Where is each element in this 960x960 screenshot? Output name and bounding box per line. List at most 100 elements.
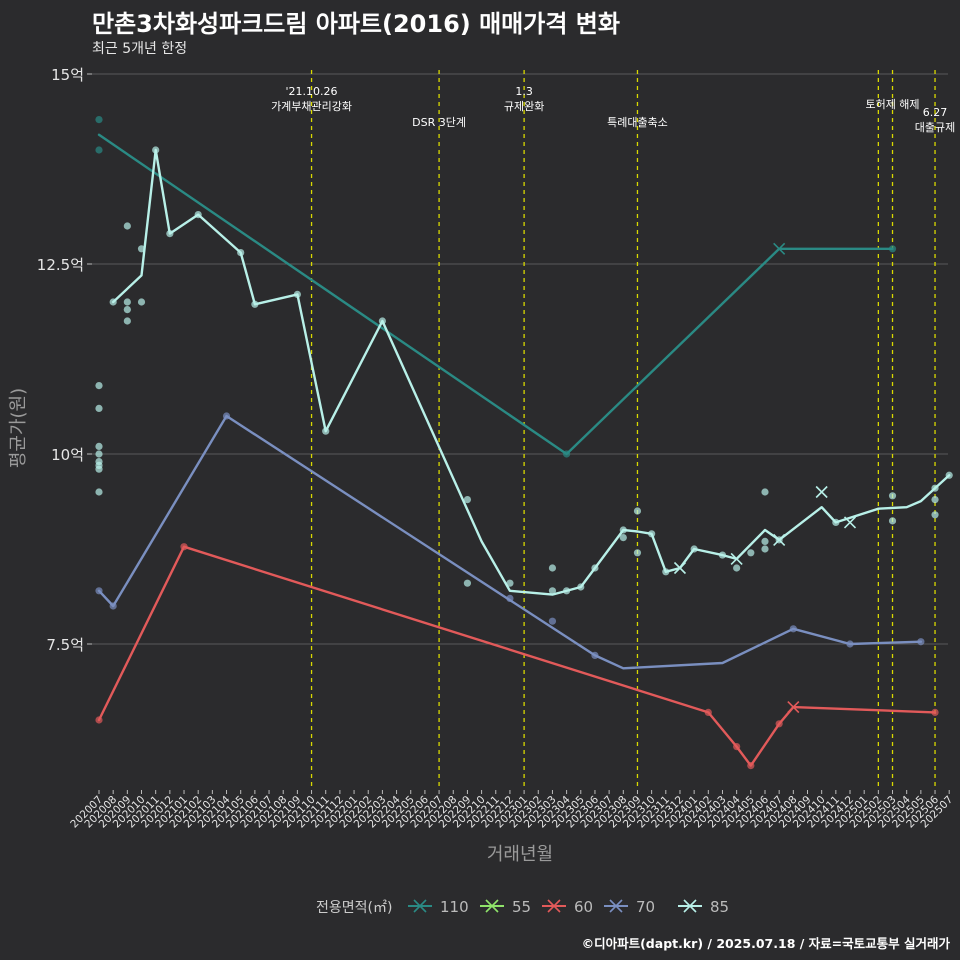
data-point-60	[775, 720, 783, 728]
policy-annotation: '21.10.26	[286, 85, 338, 98]
data-point-85	[619, 526, 627, 534]
data-point-85	[166, 230, 174, 238]
data-point-85	[931, 496, 939, 504]
series-line-85	[111, 148, 951, 596]
policy-annotation: 대출규제	[915, 121, 955, 134]
cross-marker-85	[843, 516, 857, 529]
y-tick-label: 10억	[51, 446, 84, 464]
data-point-85	[931, 511, 939, 519]
data-point-85	[463, 496, 472, 504]
data-point-70	[789, 625, 797, 633]
y-tick-label: 15억	[51, 66, 84, 84]
data-point-85	[548, 587, 557, 595]
data-point-85	[619, 534, 627, 542]
source-caption: ©디아파트(dapt.kr) / 2025.07.18 / 자료=국토교통부 실…	[581, 936, 950, 951]
data-point-110	[95, 146, 103, 154]
cross-marker-110	[773, 242, 786, 255]
data-point-85	[761, 537, 769, 546]
data-point-60	[931, 708, 939, 717]
data-point-85	[733, 564, 741, 572]
data-point-85	[648, 530, 656, 538]
data-point-70	[591, 651, 599, 660]
data-point-85	[563, 587, 571, 595]
series-line-110	[97, 133, 894, 456]
legend-cross-55	[485, 899, 499, 913]
data-point-70	[917, 638, 925, 646]
data-point-85	[548, 564, 557, 572]
data-point-60	[733, 743, 741, 751]
data-point-85	[95, 458, 103, 466]
data-point-85	[194, 211, 202, 219]
chart-subtitle: 최근 5개년 한정	[92, 41, 188, 57]
data-point-60	[95, 716, 103, 724]
data-point-85	[123, 306, 131, 314]
data-point-85	[137, 298, 146, 306]
policy-annotation: 6.27	[923, 106, 948, 119]
data-point-70	[846, 640, 854, 648]
legend-label-60: 60	[574, 898, 593, 916]
policy-annotation: 토허제 해제	[865, 97, 919, 111]
data-point-85	[945, 471, 953, 479]
cross-marker-60	[787, 701, 800, 714]
data-point-85	[761, 488, 769, 496]
data-point-85	[95, 465, 103, 473]
y-tick-label: 7.5억	[46, 636, 84, 654]
legend: 전용면적(㎡) 110 55 60 70 85	[316, 898, 729, 916]
policy-annotation: DSR 3단계	[412, 116, 466, 129]
series-line-60	[97, 545, 937, 767]
data-point-70	[222, 412, 231, 420]
grid-layer	[92, 73, 948, 645]
data-point-85	[690, 545, 698, 553]
data-point-85	[95, 488, 103, 496]
data-point-85	[662, 568, 670, 576]
data-point-85	[251, 300, 259, 308]
data-point-85	[95, 404, 103, 412]
legend-label-85: 85	[710, 898, 729, 916]
data-point-85	[463, 579, 472, 587]
data-point-85	[832, 518, 840, 527]
data-point-60	[704, 708, 712, 717]
data-point-85	[123, 317, 131, 325]
data-point-85	[95, 442, 103, 450]
data-point-85	[761, 545, 769, 553]
data-point-85	[718, 551, 727, 559]
cross-marker-85	[730, 552, 743, 565]
data-point-85	[123, 222, 131, 230]
data-point-70	[548, 617, 557, 625]
data-point-70	[95, 587, 103, 595]
data-point-85	[506, 579, 514, 587]
data-point-85	[577, 583, 585, 591]
data-point-110	[888, 245, 897, 253]
axis-layer: 7.5억10억12.5억15억2020072020082020092020102…	[8, 66, 955, 865]
legend-cross-60	[547, 899, 561, 913]
data-point-85	[888, 517, 897, 525]
policy-annotation: 특례대출축소	[607, 116, 668, 129]
data-point-85	[378, 317, 386, 325]
data-point-85	[123, 298, 131, 306]
cross-marker-85	[773, 533, 786, 546]
data-point-85	[152, 146, 160, 154]
legend-cross-70	[609, 899, 623, 913]
cross-marker-85	[815, 485, 828, 499]
data-point-85	[633, 507, 642, 515]
data-point-85	[95, 382, 103, 390]
data-point-85	[888, 492, 897, 500]
data-point-60	[747, 762, 755, 770]
y-axis-title: 평균가(원)	[8, 388, 29, 468]
legend-label-70: 70	[636, 898, 655, 916]
legend-label-110: 110	[440, 898, 469, 916]
data-point-60	[180, 543, 188, 551]
chart-title: 만촌3차화성파크드림 아파트(2016) 매매가격 변화	[92, 10, 620, 38]
data-point-85	[293, 290, 301, 298]
x-axis-title: 거래년월	[487, 844, 553, 865]
policy-annotation: 가계부채관리강화	[271, 100, 352, 113]
data-point-70	[506, 594, 514, 603]
series-line-70	[97, 414, 923, 670]
data-point-85	[137, 245, 146, 253]
data-point-70	[109, 602, 117, 610]
data-point-85	[931, 484, 939, 492]
data-point-85	[322, 427, 330, 435]
legend-cross-110	[413, 899, 427, 913]
series-layer	[95, 116, 953, 770]
